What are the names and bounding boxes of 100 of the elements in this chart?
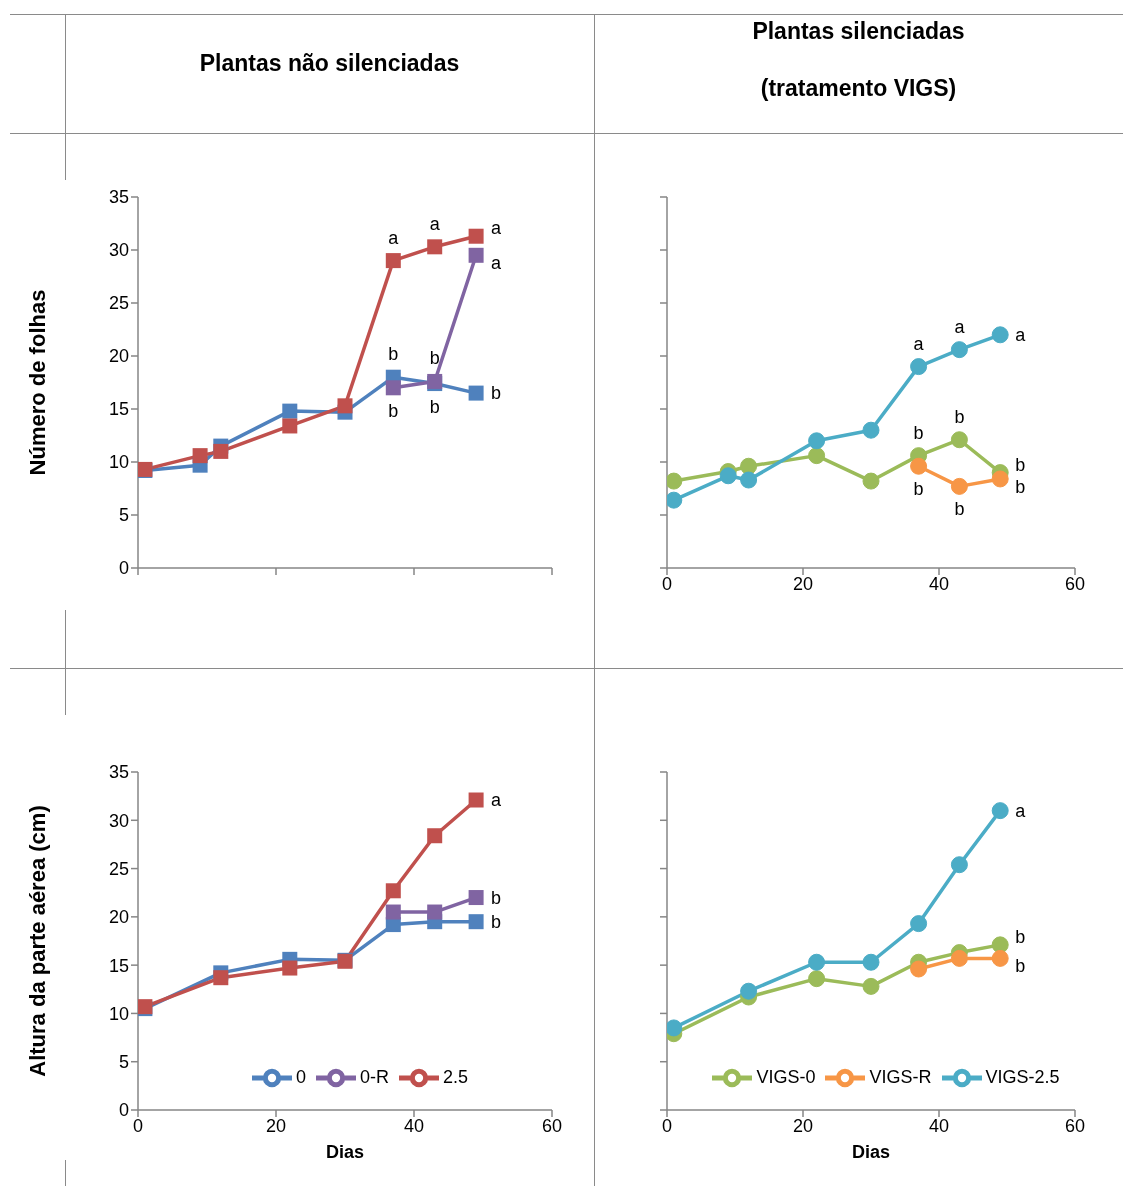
annotation: a (954, 316, 966, 337)
x-tick-label: 0 (132, 1115, 144, 1136)
legend-label: VIGS-R (869, 1066, 932, 1087)
annotation: a (491, 218, 503, 239)
point (950, 431, 968, 449)
point (740, 471, 758, 489)
x-tick-label: 40 (928, 1115, 950, 1136)
x-axis-title: Dias (851, 1142, 891, 1162)
point (719, 467, 737, 485)
annotation: b (429, 348, 440, 369)
y-tick-label: 25 (108, 293, 129, 314)
y-tick-label: 15 (108, 955, 129, 976)
point (282, 960, 298, 976)
point (910, 457, 928, 475)
legend-label: VIGS-2.5 (985, 1066, 1060, 1087)
point (192, 448, 208, 464)
point (337, 398, 353, 414)
annotation: b (1015, 476, 1026, 497)
point (282, 403, 298, 419)
y-axis-title: Altura da parte aérea (cm) (24, 805, 50, 1077)
point (808, 970, 826, 988)
point (808, 953, 826, 971)
annotation: a (1015, 800, 1027, 821)
x-tick-label: 20 (265, 1115, 287, 1136)
annotation: a (491, 790, 503, 811)
y-tick-label: 0 (118, 558, 129, 579)
annotation: a (491, 253, 503, 274)
point (862, 421, 880, 439)
x-tick-label: 60 (1064, 573, 1086, 594)
x-tick-label: 40 (928, 573, 950, 594)
point (862, 472, 880, 490)
point (468, 792, 484, 808)
chart-title: Plantas silenciadas (751, 18, 966, 45)
point (468, 914, 484, 930)
x-tick-label: 20 (792, 1115, 814, 1136)
point (468, 228, 484, 244)
point (667, 472, 683, 490)
x-tick-label: 0 (661, 1115, 673, 1136)
point (740, 457, 758, 475)
point (468, 247, 484, 263)
annotation: b (491, 383, 502, 404)
x-tick-label: 20 (792, 573, 814, 594)
annotation: b (388, 344, 399, 365)
annotation: a (429, 213, 441, 234)
y-tick-label: 30 (108, 810, 129, 831)
chart-title: Plantas não silenciadas (198, 50, 461, 77)
y-tick-label: 10 (108, 1003, 129, 1024)
x-tick-label: 0 (661, 573, 673, 594)
y-tick-label: 25 (108, 858, 129, 879)
x-tick-label: 40 (403, 1115, 425, 1136)
annotation: b (954, 406, 965, 427)
point (427, 828, 443, 844)
point (468, 385, 484, 401)
point (910, 915, 928, 933)
point (667, 1019, 683, 1037)
point (862, 953, 880, 971)
point (991, 802, 1009, 820)
annotation: a (388, 227, 400, 248)
annotation: b (1015, 956, 1026, 977)
annotation: b (1015, 926, 1026, 947)
chart-subtitle: (tratamento VIGS) (759, 75, 958, 102)
point (468, 890, 484, 906)
y-tick-label: 35 (108, 762, 129, 783)
point (667, 491, 683, 509)
annotation: a (913, 333, 925, 354)
point (991, 949, 1009, 967)
point (427, 239, 443, 255)
point (991, 326, 1009, 344)
y-tick-label: 10 (108, 452, 129, 473)
point (910, 358, 928, 376)
y-tick-label: 0 (118, 1100, 129, 1121)
y-tick-label: 15 (108, 399, 129, 420)
annotation: b (954, 499, 965, 520)
point (282, 418, 298, 434)
point (740, 982, 758, 1000)
y-tick-label: 20 (108, 907, 129, 928)
point (950, 477, 968, 495)
point (385, 253, 401, 269)
annotation: b (913, 422, 924, 443)
legend-label: 2.5 (443, 1066, 469, 1087)
point (950, 341, 968, 359)
annotation: b (1015, 454, 1026, 475)
annotation: b (491, 911, 502, 932)
y-tick-label: 35 (108, 187, 129, 208)
point (991, 470, 1009, 488)
point (385, 883, 401, 899)
legend-label: 0-R (359, 1066, 389, 1087)
point (427, 904, 443, 920)
point (808, 432, 826, 450)
point (808, 447, 826, 465)
point (910, 960, 928, 978)
annotation: b (388, 400, 399, 421)
point (385, 904, 401, 920)
y-tick-label: 30 (108, 240, 129, 261)
y-tick-label: 5 (118, 505, 129, 526)
x-tick-label: 60 (541, 1115, 563, 1136)
annotation: a (1015, 324, 1027, 345)
y-axis-title: Número de folhas (24, 289, 50, 476)
x-axis-title: Dias (325, 1142, 365, 1162)
point (862, 977, 880, 995)
